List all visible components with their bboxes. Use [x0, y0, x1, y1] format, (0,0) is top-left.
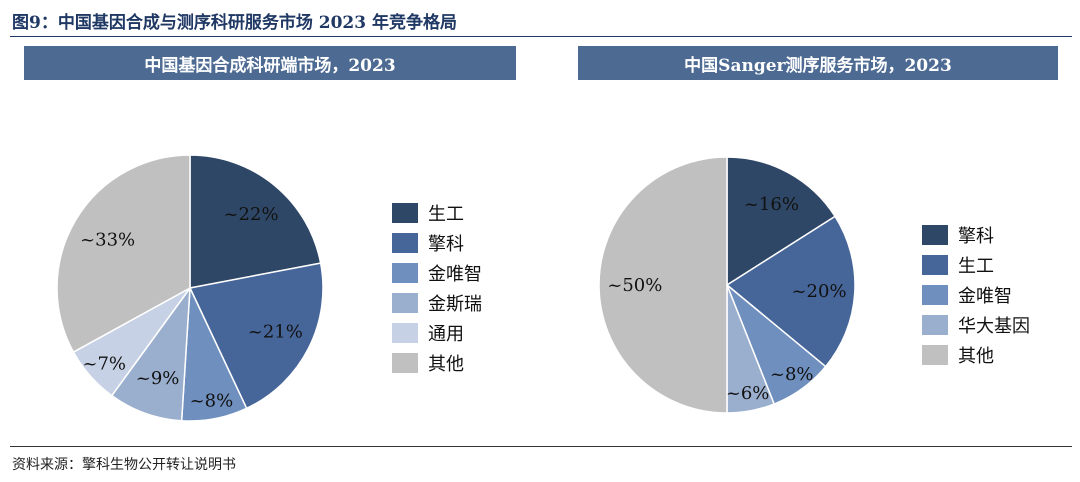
- sanger-legend-swatch: [922, 315, 948, 335]
- genesynthesis-legend-label: 金唯智: [428, 264, 482, 285]
- sanger-legend-item: 其他: [922, 340, 1030, 370]
- sanger-slice-1: [725, 215, 856, 368]
- sanger-legend-item: 生工: [922, 250, 1030, 280]
- sanger-label-0: ~16%: [744, 194, 799, 215]
- legend-sanger: 擎科生工金唯智华大基因其他: [922, 220, 1030, 370]
- genesynthesis-legend-swatch: [392, 353, 418, 373]
- genesynthesis-legend-swatch: [392, 263, 418, 283]
- genesynthesis-legend-item: 金唯智: [392, 258, 482, 288]
- sanger-slice-0: [726, 156, 837, 287]
- chart-2-title: 中国Sanger测序服务市场，2023: [578, 46, 1058, 80]
- genesynthesis-legend-swatch: [392, 233, 418, 253]
- sanger-legend-label: 生工: [958, 256, 994, 277]
- genesynthesis-label-3: ~9%: [136, 368, 180, 389]
- genesynthesis-label-0: ~22%: [223, 204, 278, 225]
- genesynthesis-legend-label: 擎科: [428, 234, 464, 255]
- sanger-legend-swatch: [922, 225, 948, 245]
- genesynthesis-legend-swatch: [392, 323, 418, 343]
- genesynthesis-slice-1: [188, 262, 324, 410]
- genesynthesis-legend-swatch: [392, 293, 418, 313]
- genesynthesis-legend-item: 通用: [392, 318, 482, 348]
- chart-1-title: 中国基因合成科研端市场，2023: [24, 46, 516, 80]
- sanger-legend-label: 金唯智: [958, 286, 1012, 307]
- bottom-rule: [10, 446, 1072, 447]
- sanger-label-3: ~6%: [726, 383, 770, 404]
- genesynthesis-legend-item: 其他: [392, 348, 482, 378]
- figure-title: 图9：中国基因合成与测序科研服务市场 2023 年竞争格局: [12, 13, 457, 33]
- sanger-legend-item: 擎科: [922, 220, 1030, 250]
- sanger-legend-swatch: [922, 285, 948, 305]
- genesynthesis-slice-0: [189, 154, 322, 289]
- genesynthesis-legend-label: 其他: [428, 354, 464, 375]
- sanger-legend-swatch: [922, 255, 948, 275]
- source-note: 资料来源：擎科生物公开转让说明书: [12, 457, 236, 473]
- sanger-label-4: ~50%: [607, 275, 662, 296]
- genesynthesis-label-5: ~33%: [80, 229, 135, 250]
- sanger-legend-label: 其他: [958, 346, 994, 367]
- genesynthesis-legend-label: 通用: [428, 324, 464, 345]
- genesynthesis-legend-label: 生工: [428, 204, 464, 225]
- genesynthesis-label-2: ~8%: [190, 390, 234, 411]
- genesynthesis-legend-label: 金斯瑞: [428, 294, 482, 315]
- genesynthesis-legend-item: 擎科: [392, 228, 482, 258]
- genesynthesis-slice-5: [56, 154, 191, 354]
- sanger-slice-4: [598, 156, 728, 414]
- genesynthesis-label-1: ~21%: [248, 322, 303, 343]
- legend-genesynthesis: 生工擎科金唯智金斯瑞通用其他: [392, 198, 482, 378]
- top-rule: [10, 36, 1072, 37]
- sanger-legend-item: 金唯智: [922, 280, 1030, 310]
- genesynthesis-label-4: ~7%: [82, 354, 126, 375]
- sanger-legend-swatch: [922, 345, 948, 365]
- sanger-label-1: ~20%: [791, 281, 846, 302]
- sanger-legend-label: 华大基因: [958, 316, 1030, 337]
- sanger-legend-label: 擎科: [958, 226, 994, 247]
- genesynthesis-legend-swatch: [392, 203, 418, 223]
- genesynthesis-legend-item: 金斯瑞: [392, 288, 482, 318]
- genesynthesis-legend-item: 生工: [392, 198, 482, 228]
- sanger-label-2: ~8%: [770, 364, 814, 385]
- sanger-legend-item: 华大基因: [922, 310, 1030, 340]
